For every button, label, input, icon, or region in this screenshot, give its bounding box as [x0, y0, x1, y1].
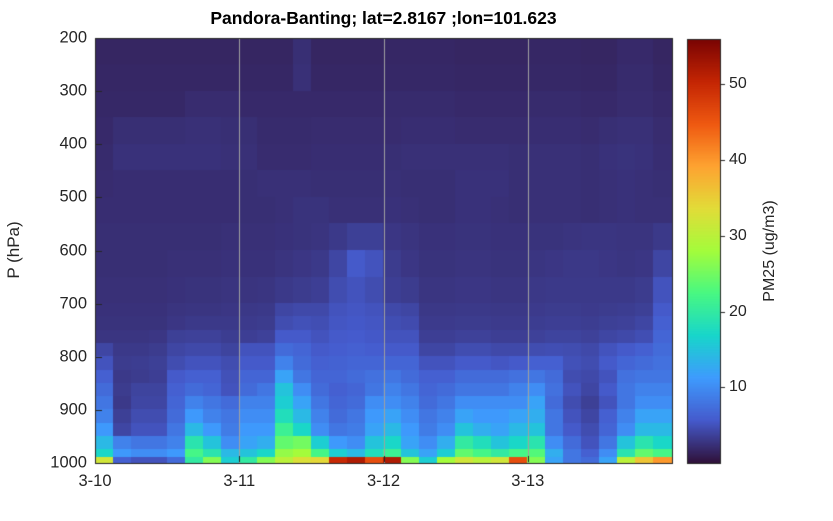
- y-tick-label: 300: [59, 81, 87, 100]
- y-tick-label: 600: [59, 241, 87, 259]
- colorbar-tick-label: 20: [729, 302, 747, 320]
- x-tick-label: 3-11: [223, 472, 256, 490]
- y-tick-label: 1000: [50, 453, 87, 472]
- x-tick-label: 3-12: [366, 472, 401, 490]
- x-tick-label: 3-13: [511, 472, 545, 490]
- x-tick-label: 3-10: [78, 472, 112, 490]
- y-tick-label: 400: [59, 134, 87, 153]
- y-tick-label: 200: [59, 28, 87, 47]
- y-tick-label: 900: [59, 400, 87, 419]
- y-tick-label: 800: [59, 347, 87, 366]
- colorbar-tick-label: 10: [729, 378, 747, 396]
- colorbar-tick-label: 40: [729, 151, 747, 169]
- colorbar-tick-label: 30: [729, 226, 747, 244]
- y-tick-label: 500: [59, 187, 87, 206]
- y-tick-label: 700: [59, 294, 87, 313]
- colorbar-tick-label: 50: [729, 75, 747, 93]
